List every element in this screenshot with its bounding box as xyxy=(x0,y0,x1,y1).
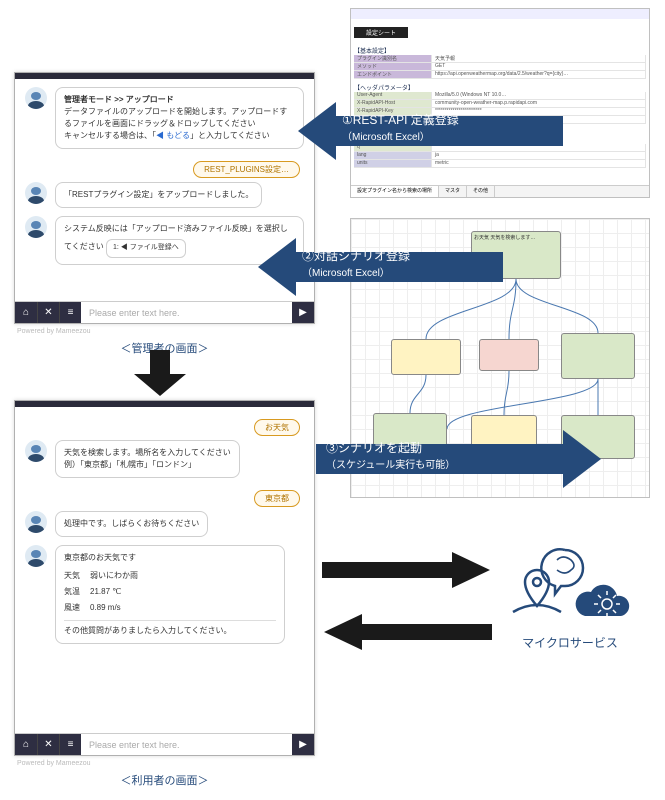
user-chat-body: お天気 天気を検索します。場所名を入力してください 例）「東京都」「札幌市」「ロ… xyxy=(15,407,314,644)
chat-input[interactable]: Please enter text here. xyxy=(81,734,292,755)
flowchart-node xyxy=(561,333,635,379)
excel-tab[interactable]: その他 xyxy=(467,186,495,197)
bot-avatar xyxy=(25,87,47,109)
callout-3-line1: ③シナリオを起動 xyxy=(326,441,422,455)
weather-table: 天気弱いにわか雨気温21.87 ℃風速0.89 m/s xyxy=(64,568,148,616)
footer-send-button[interactable]: ▶ xyxy=(292,734,314,755)
weather-row: 風速0.89 m/s xyxy=(64,600,148,616)
user-msg-2: 処理中です。しばらくお待ちください xyxy=(55,511,208,537)
admin-msg-2: 「RESTプラグイン設定」をアップロードしました。 xyxy=(55,182,262,208)
callout-3-line2: （スケジュール実行も可能） xyxy=(326,460,455,471)
request-arrow-right xyxy=(322,550,492,595)
callout-arrow-1: ①REST-API 定義登録 （Microsoft Excel） xyxy=(298,96,568,171)
user-msg-1: 天気を検索します。場所名を入力してください 例）「東京都」「札幌市」「ロンドン」 xyxy=(55,440,240,478)
weather-cell: 風速 xyxy=(64,600,90,616)
footer-home-button[interactable]: ⌂ xyxy=(15,302,37,323)
admin-msg-1-body1: データファイルのアップロードを開始します。アップロードするファイルを画面にドラッ… xyxy=(64,107,287,128)
microservice-icons xyxy=(495,540,645,630)
callout-2-line1: ②対話シナリオ登録 xyxy=(302,249,410,263)
bot-avatar xyxy=(25,182,47,204)
weather-cell: 0.89 m/s xyxy=(90,600,148,616)
admin-reply-chip-1[interactable]: REST_PLUGINS設定… xyxy=(193,161,300,178)
admin-msg-1: 管理者モード >> アップロード データファイルのアップロードを開始します。アッ… xyxy=(55,87,304,149)
powered-by-label: Powered by Mameezou xyxy=(17,328,91,335)
user-reply-chip-tokyo[interactable]: 東京都 xyxy=(254,490,300,507)
weather-cell: 弱いにわか雨 xyxy=(90,568,148,584)
footer-close-button[interactable]: ✕ xyxy=(37,302,59,323)
powered-by-label: Powered by Mameezou xyxy=(17,760,91,767)
response-arrow-left xyxy=(322,612,492,657)
admin-msg-1-prefix: キャンセルする場合は、「 xyxy=(64,131,156,140)
callout-1-line2: （Microsoft Excel） xyxy=(342,132,430,143)
weather-cell: 21.87 ℃ xyxy=(90,584,148,600)
weather-cell: 気温 xyxy=(64,584,90,600)
excel-sheet-tab: 設定シート xyxy=(354,27,408,38)
excel-cell: プラグイン識別名 xyxy=(354,55,432,62)
callout-1-line1: ①REST-API 定義登録 xyxy=(342,113,459,127)
microservice-label: マイクロサービス xyxy=(490,634,650,651)
callout-2-line2: （Microsoft Excel） xyxy=(302,268,390,279)
excel-row: メソッドGET xyxy=(354,63,646,71)
admin-msg-1-suffix: 」と入力してください xyxy=(190,131,270,140)
excel-row: エンドポイントhttps://api.openweathermap.org/da… xyxy=(354,71,646,79)
user-chat-window: お天気 天気を検索します。場所名を入力してください 例）「東京都」「札幌市」「ロ… xyxy=(14,400,315,756)
user-msg-1-l1: 天気を検索します。場所名を入力してください xyxy=(64,448,231,457)
footer-menu-button[interactable]: ≡ xyxy=(59,302,81,323)
weather-row: 天気弱いにわか雨 xyxy=(64,568,148,584)
user-msg-3-footer: その他質問がありましたら入力してください。 xyxy=(64,626,232,635)
footer-menu-button[interactable]: ≡ xyxy=(59,734,81,755)
excel-cell: エンドポイント xyxy=(354,71,432,78)
excel-row: プラグイン識別名天気予報 xyxy=(354,55,646,63)
user-reply-chip-weather[interactable]: お天気 xyxy=(254,419,300,436)
bot-avatar xyxy=(25,545,47,567)
excel-tab[interactable]: マスタ xyxy=(439,186,467,197)
user-msg-3-title: 東京都のお天気です xyxy=(64,553,136,562)
user-msg-1-l2: 例）「東京都」「札幌市」「ロンドン」 xyxy=(64,460,196,469)
user-screen-caption: ＜利用者の画面＞ xyxy=(14,772,315,788)
bot-avatar xyxy=(25,511,47,533)
admin-msg-3-option-1[interactable]: 1: ◀ ファイル登録へ xyxy=(106,239,186,258)
bot-avatar xyxy=(25,216,47,238)
user-chat-footer: ⌂ ✕ ≡ Please enter text here. ▶ xyxy=(15,733,314,755)
admin-msg-1-back-link[interactable]: ◀ もどる xyxy=(156,131,190,140)
flowchart-node xyxy=(479,339,539,371)
footer-close-button[interactable]: ✕ xyxy=(37,734,59,755)
microservice-block: マイクロサービス xyxy=(490,540,650,651)
excel-cell: https://api.openweathermap.org/data/2.5/… xyxy=(432,71,646,78)
bot-avatar xyxy=(25,440,47,462)
flow-arrow-down xyxy=(130,350,190,403)
admin-msg-1-header: 管理者モード >> アップロード xyxy=(64,95,174,104)
footer-home-button[interactable]: ⌂ xyxy=(15,734,37,755)
excel-cell: メソッド xyxy=(354,63,432,70)
callout-arrow-2: ②対話シナリオ登録 （Microsoft Excel） xyxy=(258,232,508,307)
weather-cell: 天気 xyxy=(64,568,90,584)
callout-arrow-3: ③シナリオを起動 （スケジュール実行も可能） xyxy=(316,424,606,499)
excel-cell: GET xyxy=(432,63,646,70)
excel-cell: 天気予報 xyxy=(432,55,646,62)
excel-tab[interactable]: 設定プラグイン名から検索の場所 xyxy=(351,186,439,197)
user-msg-3: 東京都のお天気です 天気弱いにわか雨気温21.87 ℃風速0.89 m/s その… xyxy=(55,545,285,644)
weather-row: 気温21.87 ℃ xyxy=(64,584,148,600)
flowchart-node xyxy=(391,339,461,375)
